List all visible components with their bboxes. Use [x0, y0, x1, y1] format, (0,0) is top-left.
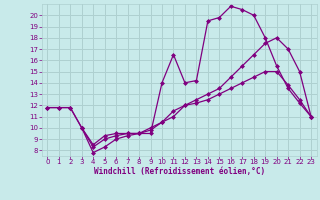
X-axis label: Windchill (Refroidissement éolien,°C): Windchill (Refroidissement éolien,°C) — [94, 167, 265, 176]
